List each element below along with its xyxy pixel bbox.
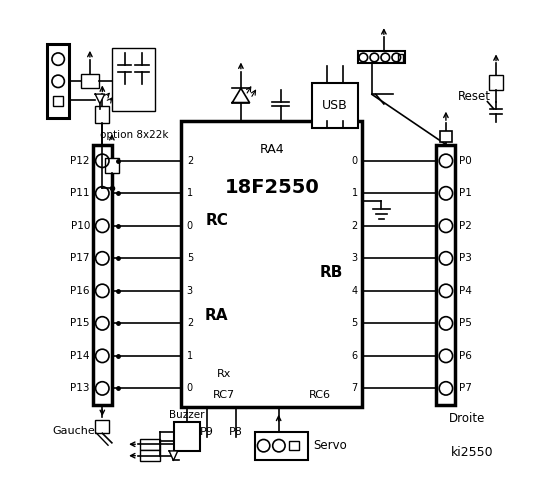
Text: RC7: RC7 (213, 390, 235, 400)
Text: P2: P2 (459, 221, 472, 231)
Text: P8: P8 (229, 427, 243, 437)
Bar (255, 432, 307, 459)
Text: P6: P6 (459, 351, 472, 361)
Text: P13: P13 (70, 384, 90, 394)
Text: Droite: Droite (449, 412, 486, 425)
Text: Buzzer: Buzzer (169, 410, 205, 420)
Text: ki2550: ki2550 (451, 446, 493, 459)
Bar (112, 48, 155, 111)
Text: P16: P16 (70, 286, 90, 296)
Bar (93, 144, 112, 405)
Bar (95, 107, 109, 123)
Text: 3: 3 (187, 286, 193, 296)
Text: P15: P15 (70, 318, 90, 328)
Text: 4: 4 (352, 286, 358, 296)
Bar (440, 131, 452, 142)
Text: P3: P3 (459, 253, 472, 264)
Text: RC: RC (205, 214, 228, 228)
Text: P10: P10 (71, 221, 90, 231)
Text: 0: 0 (187, 384, 193, 394)
Bar (81, 74, 99, 88)
Text: 2: 2 (187, 156, 193, 166)
Text: 0: 0 (187, 221, 193, 231)
Text: option 8x22k: option 8x22k (100, 130, 169, 140)
Text: P4: P4 (459, 286, 472, 296)
Text: P9: P9 (200, 427, 214, 437)
Bar (95, 420, 109, 433)
Bar (140, 450, 160, 461)
Text: P7: P7 (459, 384, 472, 394)
Bar (312, 83, 358, 128)
Text: 0: 0 (352, 156, 358, 166)
Bar (54, 96, 63, 106)
Bar (289, 441, 299, 450)
Text: RB: RB (320, 265, 343, 280)
Text: Gauche: Gauche (53, 426, 95, 436)
Bar (436, 144, 456, 405)
Polygon shape (169, 451, 178, 460)
Text: 7: 7 (351, 384, 358, 394)
Bar (398, 54, 404, 61)
Bar (181, 120, 362, 407)
Text: RA: RA (205, 308, 228, 323)
Bar (48, 44, 69, 118)
Text: P0: P0 (459, 156, 472, 166)
Text: P1: P1 (459, 188, 472, 198)
Text: 1: 1 (187, 188, 193, 198)
Text: P17: P17 (70, 253, 90, 264)
Bar (174, 422, 200, 451)
Polygon shape (232, 88, 249, 103)
Text: 5: 5 (187, 253, 193, 264)
Text: 18F2550: 18F2550 (225, 178, 319, 197)
Text: P5: P5 (459, 318, 472, 328)
Text: 5: 5 (351, 318, 358, 328)
Bar (489, 75, 503, 90)
Text: 2: 2 (351, 221, 358, 231)
Text: Reset: Reset (458, 90, 491, 103)
Bar (105, 158, 118, 173)
Text: 6: 6 (352, 351, 358, 361)
Text: 2: 2 (187, 318, 193, 328)
Text: P11: P11 (70, 188, 90, 198)
Text: RA4: RA4 (259, 143, 284, 156)
Text: 1: 1 (352, 188, 358, 198)
Bar (358, 51, 405, 63)
Text: P12: P12 (70, 156, 90, 166)
Text: RC6: RC6 (309, 390, 331, 400)
Bar (140, 439, 160, 450)
Text: USB: USB (322, 99, 348, 112)
Text: 3: 3 (352, 253, 358, 264)
Text: Servo: Servo (313, 439, 347, 452)
Polygon shape (95, 94, 105, 104)
Text: 1: 1 (187, 351, 193, 361)
Text: Rx: Rx (217, 369, 231, 379)
Text: P14: P14 (70, 351, 90, 361)
